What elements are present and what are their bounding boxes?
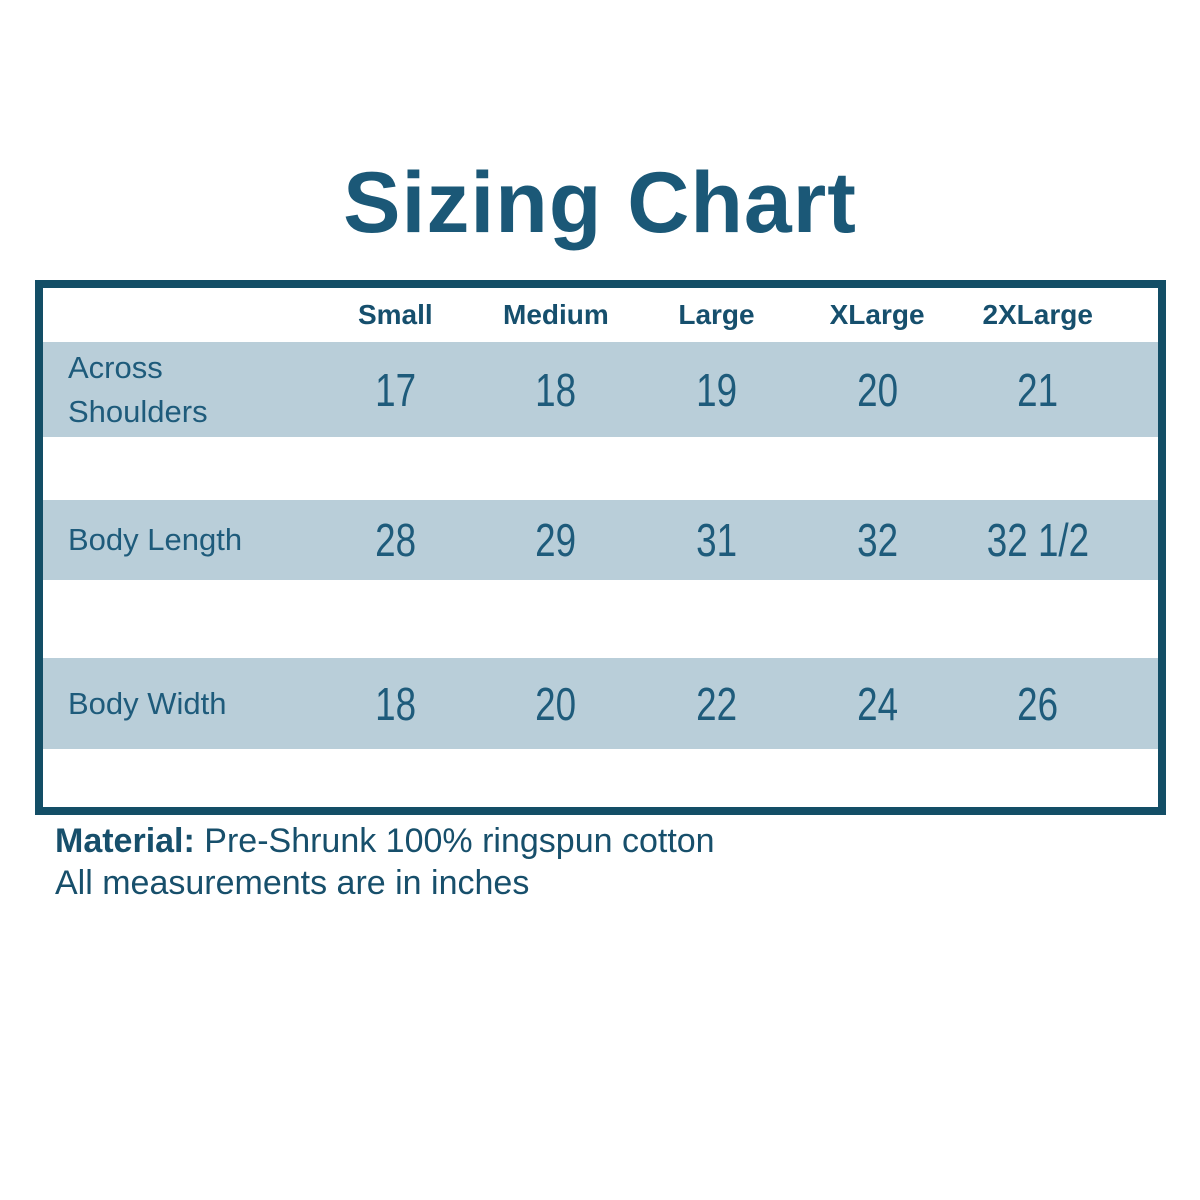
value-text: 22 <box>696 677 737 730</box>
spacer-row <box>43 749 1158 807</box>
value-text: 26 <box>1017 677 1059 730</box>
value-text: 17 <box>374 363 416 416</box>
material-value: Pre-Shrunk 100% ringspun cotton <box>204 822 715 860</box>
value-text: 28 <box>374 514 416 566</box>
size-value: 20 <box>476 677 637 731</box>
column-header-large: Large <box>678 299 755 330</box>
column-header-xlarge: XLarge <box>829 299 925 330</box>
size-value: 21 <box>957 363 1118 417</box>
table-header-row: Small Medium Large XLarge 2XLarge <box>43 288 1158 342</box>
size-value: 26 <box>957 677 1118 731</box>
table-row-body-width: Body Width 18 20 22 24 26 <box>43 658 1158 749</box>
table-row-across-shoulders: Across Shoulders 17 18 19 20 21 <box>43 342 1158 437</box>
row-label: Body Length <box>68 522 243 558</box>
table-row-body-length: Body Length 28 29 31 32 32 1/2 <box>43 500 1158 580</box>
value-text: 20 <box>856 363 898 416</box>
size-value: 19 <box>636 363 797 417</box>
size-value: 32 <box>797 513 958 567</box>
footer-notes: Material: Pre-Shrunk 100% ringspun cotto… <box>55 820 715 904</box>
size-value: 22 <box>636 677 797 731</box>
row-label: Across Shoulders <box>68 350 208 429</box>
size-value: 24 <box>797 677 958 731</box>
size-value: 18 <box>315 677 476 731</box>
material-line: Material: Pre-Shrunk 100% ringspun cotto… <box>55 820 715 862</box>
spacer-row <box>43 580 1158 658</box>
size-value: 31 <box>636 513 797 567</box>
value-text: 19 <box>696 363 737 416</box>
value-text: 18 <box>374 677 416 730</box>
column-header-small: Small <box>357 299 433 330</box>
size-value: 32 1/2 <box>957 513 1118 567</box>
size-value: 28 <box>315 513 476 567</box>
value-text: 32 1/2 <box>986 514 1089 566</box>
column-header-2xlarge: 2XLarge <box>982 299 1093 330</box>
value-text: 31 <box>696 514 737 566</box>
value-text: 24 <box>856 677 898 730</box>
measurements-note: All measurements are in inches <box>55 864 530 902</box>
size-value: 18 <box>476 363 637 417</box>
spacer-row <box>43 437 1158 500</box>
row-label: Body Width <box>68 685 227 721</box>
column-header-medium: Medium <box>503 299 609 330</box>
size-value: 20 <box>797 363 958 417</box>
size-value: 17 <box>315 363 476 417</box>
value-text: 20 <box>535 677 577 730</box>
page-title: Sizing Chart <box>343 155 857 251</box>
material-label: Material: <box>55 822 195 860</box>
value-text: 29 <box>535 514 577 566</box>
size-value: 29 <box>476 513 637 567</box>
value-text: 18 <box>535 363 577 416</box>
value-text: 21 <box>1017 363 1059 416</box>
value-text: 32 <box>856 514 898 566</box>
sizing-table: Small Medium Large XLarge 2XLarge Across… <box>35 280 1166 815</box>
